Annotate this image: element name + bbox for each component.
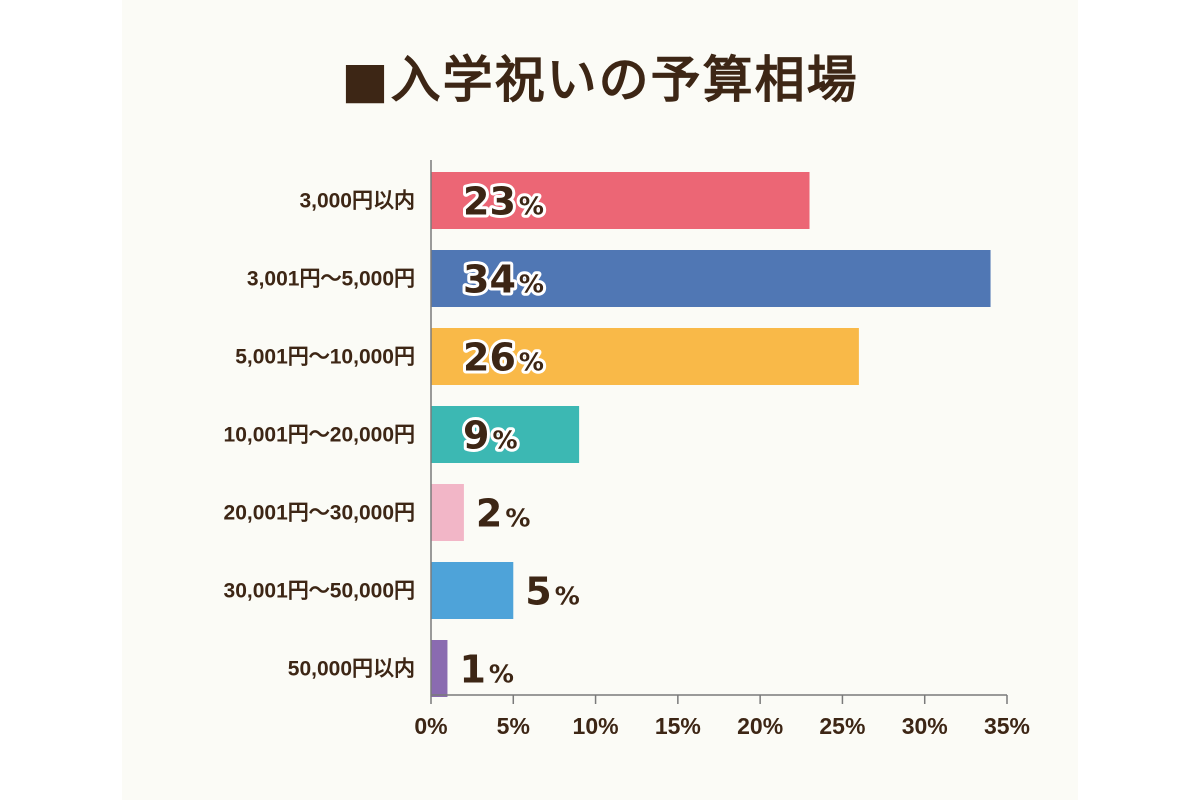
data-label-0: 23% (463, 180, 544, 224)
category-label-1: 3,001円～5,000円 (247, 268, 415, 291)
x-tick-label-2: 10% (573, 713, 619, 739)
category-label-6: 50,000円以内 (288, 657, 415, 681)
bar-4 (431, 484, 464, 541)
chart-title: ■入学祝いの予算相場 (341, 51, 859, 109)
x-tick-label-7: 35% (984, 713, 1030, 739)
data-label-2: 26% (463, 336, 544, 380)
category-label-4: 20,001円～30,000円 (224, 502, 415, 525)
chart-background (122, 0, 1078, 800)
bar-3 (431, 406, 580, 463)
category-label-2: 5,001円～10,000円 (235, 346, 415, 369)
category-label-3: 10,001円～20,000円 (224, 424, 415, 447)
category-label-5: 30,001円～50,000円 (224, 580, 415, 603)
data-label-6: 1% (459, 648, 514, 692)
category-label-0: 3,000円以内 (299, 189, 415, 213)
x-tick-label-6: 30% (902, 713, 948, 739)
x-tick-label-1: 5% (497, 713, 530, 739)
data-label-1: 34% (463, 258, 544, 302)
x-tick-label-3: 15% (655, 713, 701, 739)
bar-2 (431, 328, 859, 385)
x-tick-label-5: 25% (819, 713, 865, 739)
data-label-5: 5% (525, 570, 580, 614)
bar-6 (431, 640, 448, 697)
data-label-4: 2% (476, 492, 531, 536)
bar-1 (431, 250, 991, 307)
x-tick-label-4: 20% (737, 713, 783, 739)
data-label-3: 9% (463, 414, 518, 458)
bar-0 (431, 172, 810, 229)
x-tick-label-0: 0% (414, 713, 447, 739)
bar-5 (431, 562, 514, 619)
